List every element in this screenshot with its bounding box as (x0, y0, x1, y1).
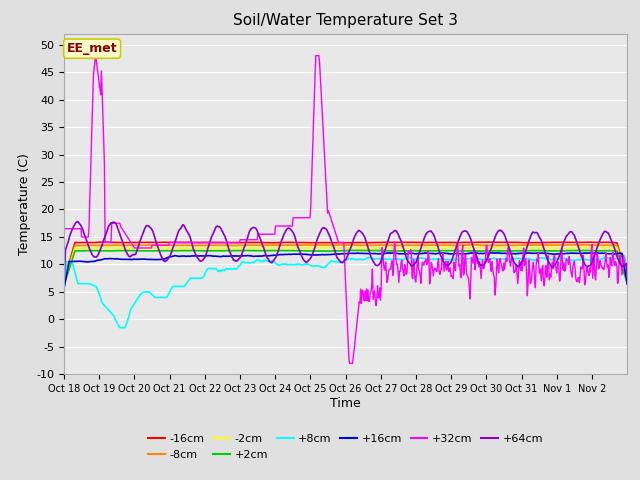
+8cm (60, 288, 68, 293)
+16cm (623, 281, 631, 287)
Line: -16cm: -16cm (64, 242, 627, 281)
-8cm (579, 242, 587, 248)
-8cm (404, 242, 412, 248)
+64cm (436, 251, 444, 256)
Text: EE_met: EE_met (67, 42, 118, 55)
+64cm (230, 257, 238, 263)
-2cm (230, 245, 237, 251)
X-axis label: Time: Time (330, 397, 361, 410)
+64cm (74, 219, 81, 225)
-16cm (258, 240, 266, 245)
+16cm (279, 252, 287, 257)
+16cm (385, 250, 392, 256)
-8cm (230, 243, 237, 249)
+2cm (346, 248, 354, 253)
+2cm (436, 248, 444, 253)
-16cm (126, 240, 134, 245)
+32cm (230, 240, 237, 245)
+32cm (405, 250, 413, 255)
+32cm (437, 268, 445, 274)
+64cm (404, 259, 412, 264)
-8cm (258, 242, 266, 248)
-8cm (279, 242, 287, 248)
Line: -8cm: -8cm (64, 245, 627, 283)
+8cm (404, 255, 412, 261)
+8cm (116, 325, 124, 331)
+64cm (280, 233, 287, 239)
+2cm (623, 280, 631, 286)
-2cm (258, 245, 266, 251)
Y-axis label: Temperature (C): Temperature (C) (18, 153, 31, 255)
Line: +32cm: +32cm (64, 56, 627, 363)
+16cm (404, 251, 412, 257)
+16cm (258, 253, 266, 259)
Line: +64cm: +64cm (64, 222, 627, 286)
Line: -2cm: -2cm (64, 248, 627, 284)
+64cm (127, 253, 134, 259)
+32cm (258, 231, 266, 237)
-16cm (485, 239, 493, 245)
-2cm (435, 245, 443, 251)
+64cm (60, 283, 68, 288)
-8cm (126, 242, 134, 248)
+64cm (259, 241, 266, 247)
+16cm (60, 286, 68, 291)
Legend: -16cm, -8cm, -2cm, +2cm, +8cm, +16cm, +32cm, +64cm: -16cm, -8cm, -2cm, +2cm, +8cm, +16cm, +3… (144, 430, 547, 464)
+32cm (312, 53, 320, 59)
+2cm (404, 248, 412, 254)
+32cm (279, 223, 287, 229)
+32cm (346, 360, 353, 366)
+16cm (126, 256, 134, 262)
Title: Soil/Water Temperature Set 3: Soil/Water Temperature Set 3 (233, 13, 458, 28)
Line: +8cm: +8cm (64, 257, 627, 328)
-16cm (230, 240, 237, 245)
+32cm (623, 262, 631, 267)
-16cm (60, 278, 68, 284)
+8cm (436, 256, 444, 262)
-2cm (126, 245, 134, 251)
-16cm (623, 276, 631, 282)
+2cm (230, 248, 237, 253)
-8cm (435, 242, 443, 248)
+16cm (230, 253, 237, 259)
+8cm (620, 254, 628, 260)
-2cm (279, 245, 287, 251)
-2cm (60, 281, 68, 287)
-16cm (279, 240, 287, 245)
+8cm (623, 278, 631, 284)
Line: +16cm: +16cm (64, 253, 627, 288)
+32cm (60, 226, 68, 232)
-2cm (404, 245, 412, 251)
-2cm (623, 278, 631, 284)
+2cm (60, 282, 68, 288)
+64cm (623, 275, 631, 280)
-8cm (60, 280, 68, 286)
-16cm (435, 240, 443, 245)
+2cm (126, 248, 134, 253)
-8cm (623, 277, 631, 283)
Line: +2cm: +2cm (64, 251, 627, 285)
-16cm (404, 240, 412, 245)
+2cm (258, 248, 266, 253)
+16cm (436, 250, 444, 256)
+8cm (230, 266, 238, 272)
+8cm (127, 306, 134, 312)
+8cm (280, 261, 287, 267)
+2cm (279, 248, 287, 253)
-2cm (583, 245, 591, 251)
+8cm (259, 258, 266, 264)
+32cm (126, 239, 134, 244)
